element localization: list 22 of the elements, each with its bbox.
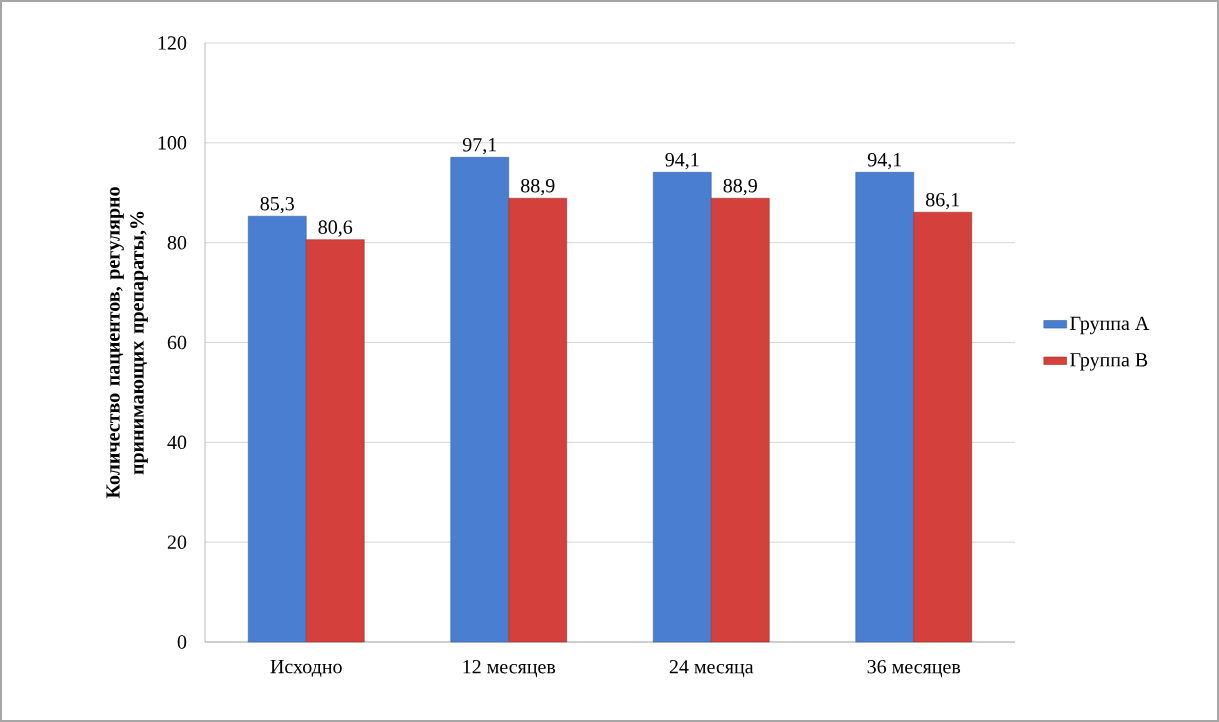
- y-tick-label: 80: [167, 235, 187, 250]
- data-label: 85,3: [260, 196, 294, 214]
- data-label: 86,1: [926, 192, 960, 210]
- y-tick-label: 60: [167, 335, 187, 350]
- data-label: 94,1: [867, 153, 902, 170]
- y-tick-label: 40: [167, 435, 187, 450]
- y-tick-label: 100: [158, 136, 187, 150]
- x-tick-label: 36 месяцев: [867, 660, 961, 678]
- y-tick-label: 0: [177, 635, 187, 649]
- data-label: 97,1: [462, 138, 497, 155]
- y-tick-label: 120: [158, 36, 187, 50]
- y-tick-label: 20: [167, 535, 187, 549]
- x-tick-label: 24 месяца: [669, 660, 754, 678]
- legend-label: Группа А: [1070, 316, 1150, 335]
- data-label: 80,6: [318, 220, 353, 237]
- data-label: 88,9: [723, 178, 757, 196]
- data-label: 88,9: [521, 178, 555, 196]
- x-tick-label: 12 месяцев: [463, 660, 556, 678]
- y-axis-title: Количество пациентов, регулярно принимающих препараты,%: [106, 187, 148, 499]
- data-label: 94,1: [665, 153, 699, 170]
- legend-label: Группа В: [1070, 353, 1148, 371]
- x-tick-label: Исходно: [270, 660, 342, 678]
